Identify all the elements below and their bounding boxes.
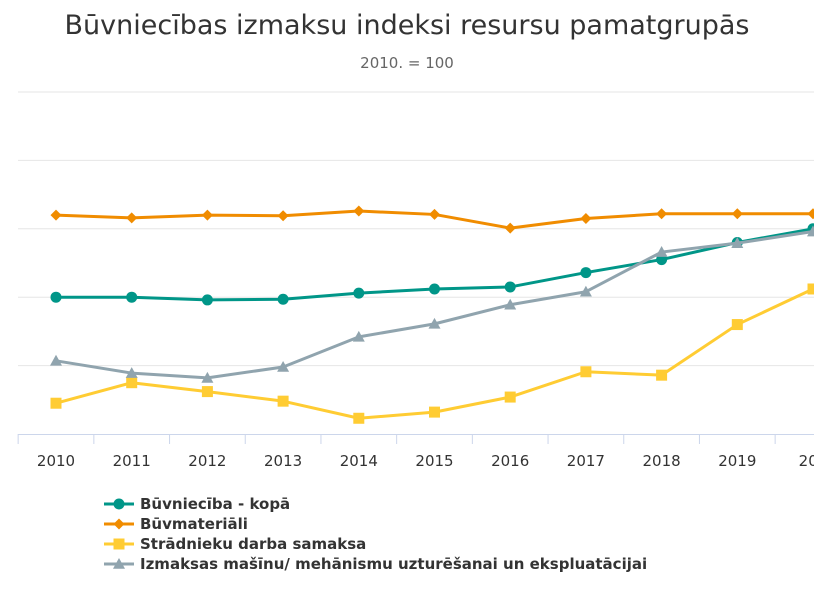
data-point [731, 319, 743, 331]
legend-symbol [104, 498, 134, 510]
data-point [429, 208, 440, 220]
legend-marker [113, 518, 125, 530]
data-point [201, 209, 213, 221]
data-point [579, 285, 592, 297]
data-point [580, 267, 592, 279]
data-point [731, 237, 744, 248]
data-point [353, 205, 365, 217]
data-point [504, 391, 516, 403]
data-point [277, 293, 289, 305]
data-point [50, 397, 62, 409]
series-4 [50, 225, 814, 383]
data-point [504, 281, 516, 293]
data-point [277, 360, 290, 372]
x-tick-label: 2019 [718, 452, 756, 470]
legend-label: Strādnieku darba samaksa [140, 535, 367, 553]
series-group [50, 205, 814, 424]
data-point [580, 366, 592, 378]
data-point [353, 412, 365, 424]
legend-item[interactable]: Būvniecība - kopā [102, 494, 647, 514]
legend: Būvniecība - kopā Būvmateriāli Strādnieku … [102, 494, 647, 574]
data-point [353, 287, 365, 299]
series-2 [50, 205, 814, 234]
data-point [201, 386, 213, 398]
legend-label: Būvmateriāli [140, 515, 248, 533]
legend-symbol [104, 558, 134, 569]
data-point [807, 208, 814, 220]
data-point [807, 283, 814, 295]
legend-marker [113, 498, 125, 510]
x-tick-label: 2017 [567, 452, 605, 470]
data-point [277, 210, 289, 222]
x-tick-label: 2015 [415, 452, 453, 470]
data-point [580, 213, 592, 225]
data-point [125, 367, 138, 378]
data-point [50, 291, 62, 303]
data-point [429, 406, 440, 418]
legend-label: Būvniecība - kopā [140, 495, 291, 513]
grid-lines [18, 91, 814, 367]
data-point [655, 246, 668, 257]
series-1 [50, 223, 814, 306]
data-point [731, 208, 743, 220]
data-point [352, 330, 365, 342]
data-point [201, 371, 214, 383]
x-tick-label: 2010 [37, 452, 75, 470]
legend-label: Izmaksas mašīnu/ mehānismu uzturēšanai u… [140, 555, 648, 573]
x-tick-label: 2011 [113, 452, 151, 470]
x-axis [17, 434, 814, 444]
data-point [428, 317, 441, 329]
data-point [201, 294, 213, 306]
series-line [54, 287, 814, 420]
data-point [504, 222, 516, 234]
legend-item[interactable]: Būvmateriāli [102, 514, 647, 534]
x-tick-labels: 2010 2011 2012 2013 2014 2015 2016 2017 2018 2019… [37, 452, 814, 470]
legend-marker [113, 558, 125, 569]
legend-symbol [104, 518, 134, 530]
legend-marker [113, 538, 125, 550]
legend-symbol [104, 538, 134, 550]
data-point [807, 225, 814, 237]
chart-subtitle: 2010. = 100 [360, 54, 454, 72]
legend-item[interactable]: Strādnieku darba samaksa [102, 534, 647, 554]
data-point [126, 291, 138, 303]
series-3 [50, 283, 814, 424]
x-tick-label: 2016 [491, 452, 529, 470]
series-line [54, 230, 814, 380]
data-point [504, 298, 517, 310]
data-point [50, 209, 62, 221]
data-point [429, 283, 440, 295]
data-point [50, 354, 62, 366]
x-tick-label: 2012 [188, 452, 226, 470]
data-point [277, 395, 289, 407]
data-point [126, 212, 138, 224]
x-tick-label: 2018 [643, 452, 681, 470]
data-point [126, 377, 138, 389]
chart-title: Būvniecības izmaksu indeksi resursu pama… [64, 10, 750, 41]
x-tick-label: 2014 [340, 452, 378, 470]
data-point [656, 208, 668, 220]
legend-item[interactable]: Izmaksas mašīnu/ mehānismu uzturēšanai u… [102, 554, 647, 574]
x-tick-label: 202 [799, 452, 814, 470]
x-tick-label: 2013 [264, 452, 302, 470]
data-point [656, 369, 668, 381]
